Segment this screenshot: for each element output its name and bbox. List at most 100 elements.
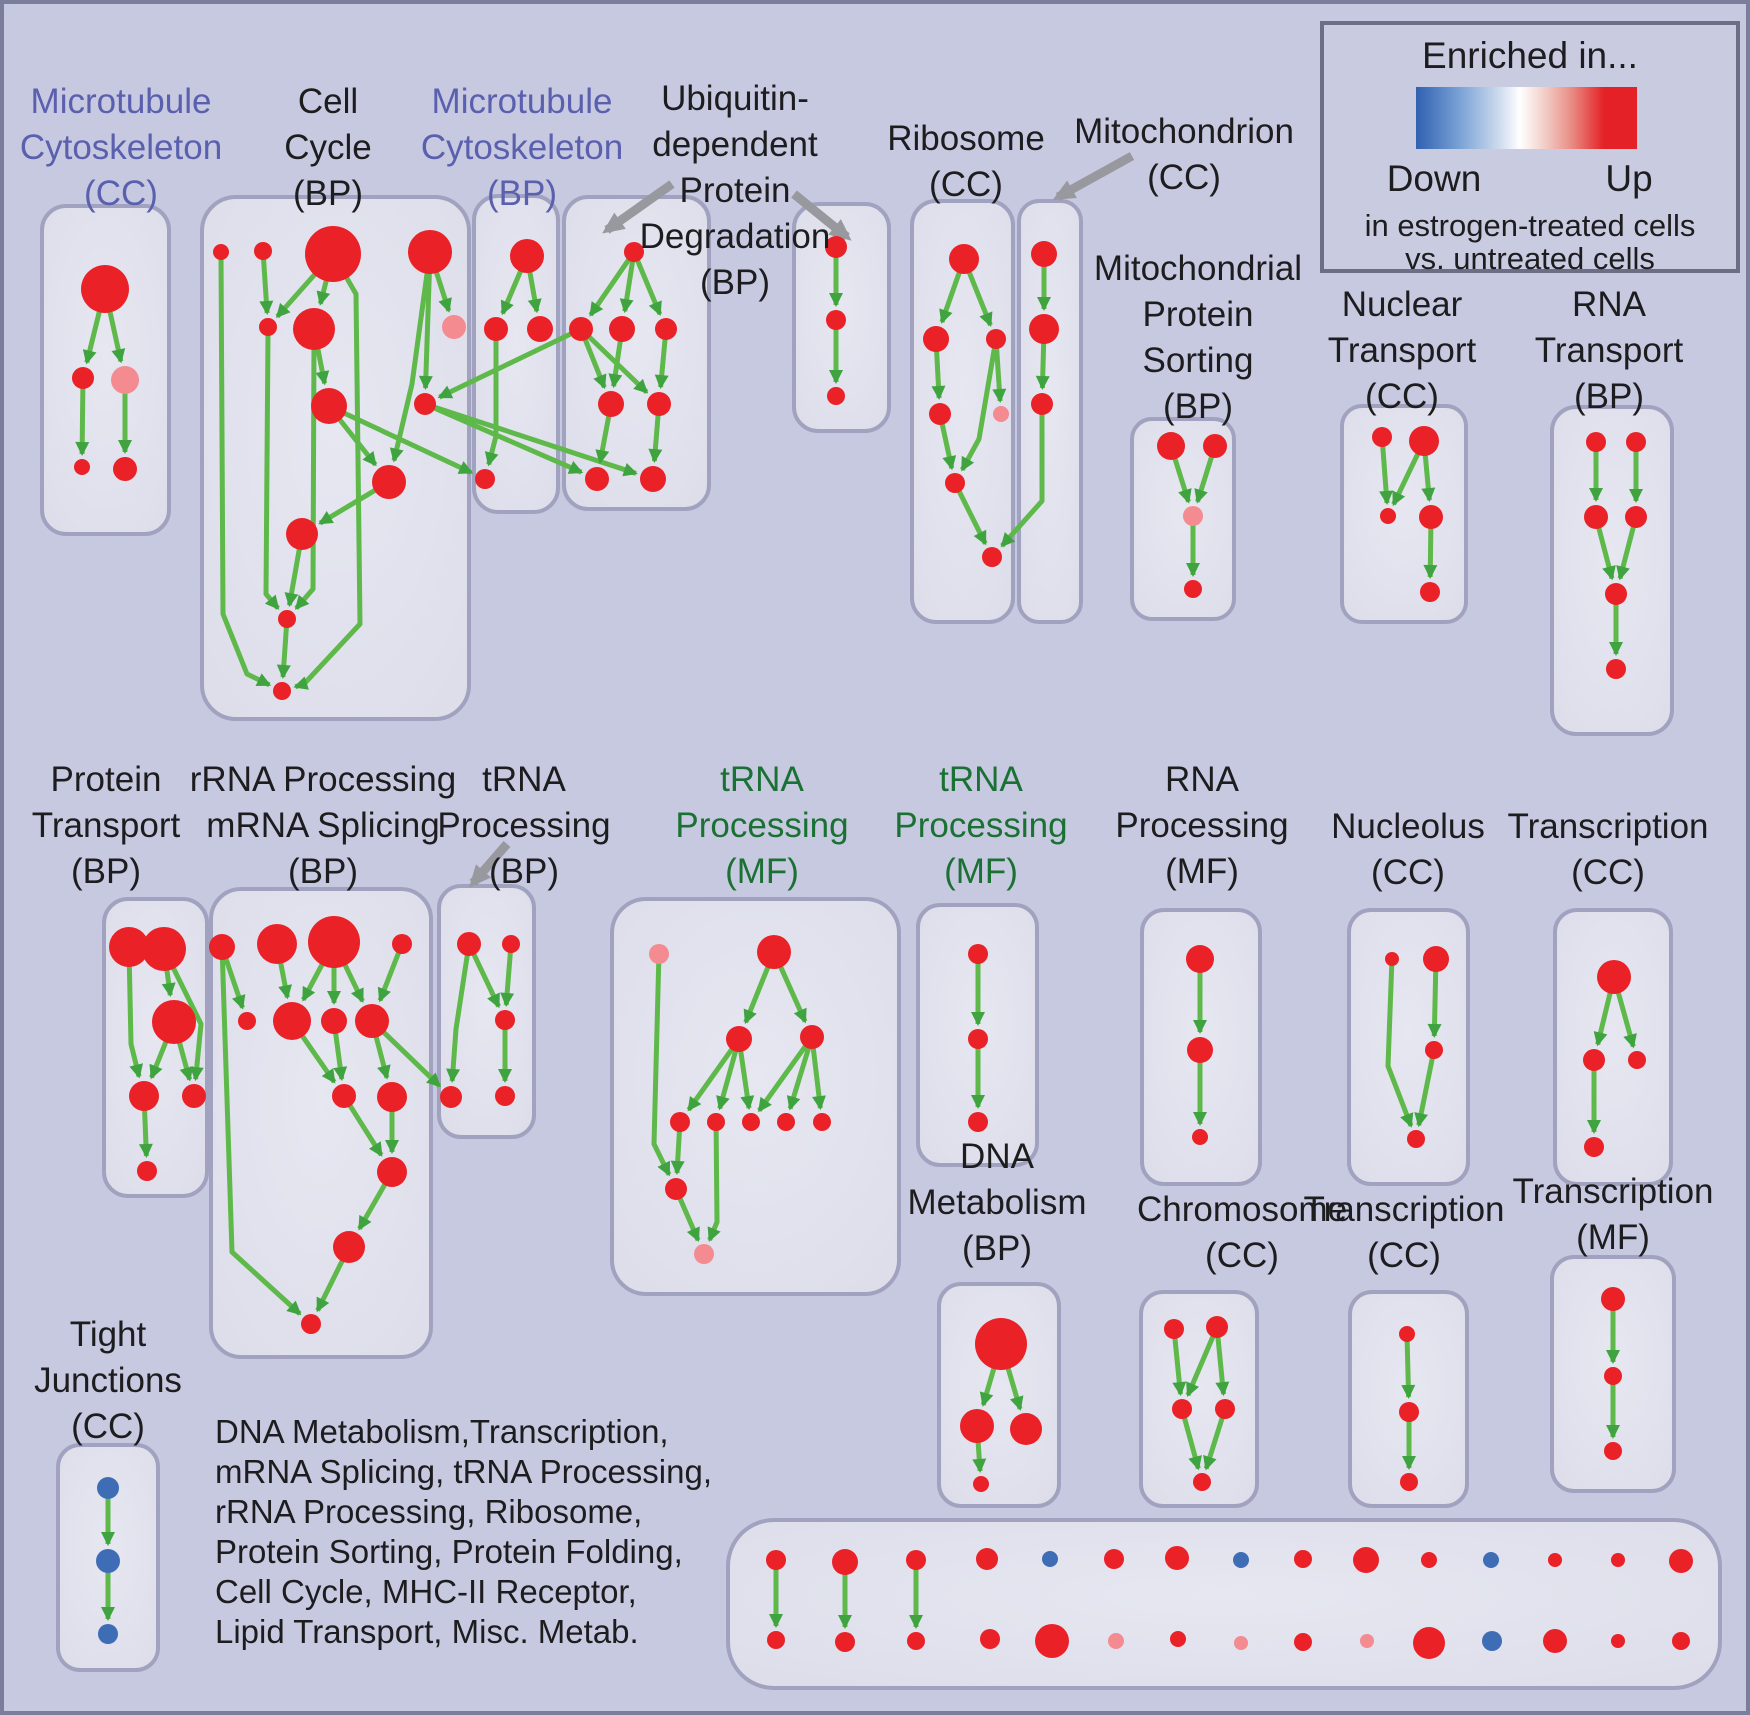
cluster-label-line: mRNA Splicing xyxy=(206,806,440,845)
hierarchy-edge xyxy=(1414,1054,1436,1128)
go-term-node-b3 xyxy=(305,226,361,282)
cluster-label-microtubule-bp: Microtubule Cytoskeleton (BP) xyxy=(421,79,623,217)
cluster-box-microtubule-cc xyxy=(40,204,171,536)
misc-list-line: mRNA Splicing, tRNA Processing, xyxy=(215,1453,713,1490)
cluster-label-line: (CC) xyxy=(1571,853,1645,892)
cluster-label-line: Protein xyxy=(1142,295,1254,334)
go-term-node-j3 xyxy=(1584,505,1608,529)
go-term-node-d8 xyxy=(640,466,666,492)
go-term-node-x13 xyxy=(1548,1553,1562,1567)
hierarchy-edge xyxy=(633,256,663,317)
hierarchy-edge xyxy=(222,953,246,1010)
go-term-node-c2 xyxy=(484,317,508,341)
go-term-node-m2 xyxy=(502,935,520,953)
go-term-node-m1 xyxy=(457,932,481,956)
misc-list-line: DNA Metabolism,Transcription, xyxy=(215,1413,669,1450)
go-term-node-t5 xyxy=(1193,1473,1211,1491)
hierarchy-edge xyxy=(1401,1338,1416,1399)
cluster-label-ribosome-cc: Ribosome (CC) xyxy=(887,116,1045,208)
hierarchy-edge xyxy=(437,329,576,400)
go-term-node-d1 xyxy=(624,242,644,262)
go-term-node-b12 xyxy=(278,610,296,628)
go-term-node-x8 xyxy=(1233,1552,1249,1568)
cluster-label-line: dependent xyxy=(652,125,818,164)
go-term-node-o2 xyxy=(968,1029,988,1049)
cluster-label-line: (CC) xyxy=(71,1407,145,1446)
go-term-node-d5 xyxy=(598,391,624,417)
hierarchy-edge xyxy=(219,954,302,1316)
cluster-label-line: (BP) xyxy=(486,174,557,213)
go-term-node-y5 xyxy=(1035,1624,1069,1658)
go-term-node-h4 xyxy=(1184,580,1202,598)
cluster-label-line: RNA xyxy=(1572,285,1646,324)
hierarchy-edge xyxy=(716,1045,740,1111)
go-term-node-h3 xyxy=(1183,506,1203,526)
cluster-label-protein-transport-bp: Protein Transport (BP) xyxy=(32,757,180,895)
cluster-label-line: Cytoskeleton xyxy=(420,128,624,167)
hierarchy-edge xyxy=(1616,522,1637,581)
cluster-label-line: (BP) xyxy=(70,852,141,891)
hierarchy-edge xyxy=(75,384,90,456)
go-term-node-t4 xyxy=(1215,1399,1235,1419)
go-term-node-g3 xyxy=(1031,393,1053,415)
hierarchy-edge xyxy=(1427,966,1442,1038)
cluster-label-line: Transcription xyxy=(1512,1172,1714,1211)
hierarchy-edge xyxy=(1035,337,1050,390)
hierarchy-edge xyxy=(1172,1334,1187,1397)
go-term-node-x15 xyxy=(1669,1549,1693,1573)
go-term-node-v3 xyxy=(1604,1442,1622,1460)
cluster-label-mito-protein-sorting-bp: Mitochondrial Protein Sorting (BP) xyxy=(1094,246,1302,430)
hierarchy-edge xyxy=(276,624,291,679)
cluster-label-line: Protein xyxy=(50,760,162,799)
go-term-node-d7 xyxy=(585,467,609,491)
go-term-node-l1 xyxy=(209,934,235,960)
cluster-label-line: Processing xyxy=(675,806,849,845)
cluster-box-nucleolus-cc xyxy=(1347,908,1470,1186)
go-term-node-n7 xyxy=(742,1113,760,1131)
cluster-label-line: (CC) xyxy=(1371,853,1445,892)
cluster-box-ubiquitin-bp xyxy=(562,195,711,511)
cluster-label-line: Transport xyxy=(1534,331,1684,370)
cluster-label-line: Transcription xyxy=(1507,807,1709,846)
hierarchy-edge xyxy=(218,256,272,688)
cluster-label-line: Sorting xyxy=(1142,341,1254,380)
cluster-label-line: Ubiquitin- xyxy=(661,79,809,118)
hierarchy-edge xyxy=(619,257,636,314)
cluster-label-line: Mitochondrion xyxy=(1074,112,1294,151)
go-term-node-p1 xyxy=(1186,945,1214,973)
hierarchy-edge xyxy=(992,344,1007,403)
cluster-label-line: (CC) xyxy=(1147,158,1221,197)
cluster-label-tight-junctions-cc: Tight Junctions (CC) xyxy=(34,1312,182,1450)
annotation-arrow xyxy=(469,841,511,888)
hierarchy-edge xyxy=(648,411,663,464)
go-term-node-x12 xyxy=(1483,1552,1499,1568)
hierarchy-edge xyxy=(737,1046,755,1111)
hierarchy-edge xyxy=(82,302,104,365)
go-term-node-u3 xyxy=(1400,1473,1418,1491)
go-term-node-h2 xyxy=(1203,434,1227,458)
go-term-node-f7 xyxy=(982,547,1002,567)
cluster-box-ribosome-cc xyxy=(910,199,1015,624)
cluster-label-chromosome-cc: Chromosome (CC) xyxy=(1137,1187,1347,1279)
go-term-node-y11 xyxy=(1413,1627,1445,1659)
go-term-node-y10 xyxy=(1360,1634,1374,1648)
cluster-label-rna-processing-mf: RNA Processing (MF) xyxy=(1115,757,1288,895)
hierarchy-edge xyxy=(345,1100,384,1157)
cluster-label-transcription-cc-mid: Transcription (CC) xyxy=(1508,804,1709,896)
go-term-node-a5 xyxy=(113,457,137,481)
go-term-node-f4 xyxy=(929,403,951,425)
cluster-label-line: Cell xyxy=(297,82,359,121)
go-term-node-n2 xyxy=(757,935,791,969)
hierarchy-edge xyxy=(337,408,474,475)
hierarchy-edge xyxy=(333,412,378,467)
go-term-node-b6 xyxy=(293,308,335,350)
go-term-node-q3 xyxy=(1425,1041,1443,1059)
cluster-label-line: Chromosome xyxy=(1136,1190,1348,1229)
go-term-node-q4 xyxy=(1407,1130,1425,1148)
hierarchy-edge xyxy=(294,341,317,611)
go-term-node-o1 xyxy=(968,944,988,964)
annotation-arrow xyxy=(1052,152,1135,201)
go-term-node-r2 xyxy=(1583,1049,1605,1071)
go-term-node-d6 xyxy=(647,392,671,416)
cluster-label-transcription-cc-bottom: Transcription (CC) xyxy=(1304,1187,1505,1279)
